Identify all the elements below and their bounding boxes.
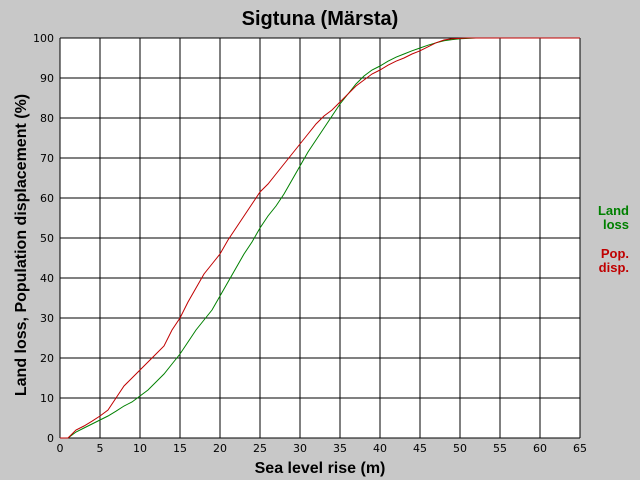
y-tick-label: 10: [40, 392, 54, 405]
x-tick-label: 55: [493, 442, 507, 455]
y-tick-label: 0: [47, 432, 54, 445]
x-tick-label: 45: [413, 442, 427, 455]
legend-land-loss-line2: loss: [603, 217, 629, 232]
x-tick-label: 20: [213, 442, 227, 455]
chart-title: Sigtuna (Märsta): [242, 8, 399, 30]
x-tick-label: 30: [293, 442, 307, 455]
x-tick-label: 5: [97, 442, 104, 455]
y-tick-label: 40: [40, 272, 54, 285]
x-tick-label: 15: [173, 442, 187, 455]
legend-pop-disp-line2: disp.: [599, 260, 629, 275]
y-tick-label: 20: [40, 352, 54, 365]
x-tick-label: 25: [253, 442, 267, 455]
legend-land-loss-line1: Land: [598, 203, 629, 218]
y-tick-label: 70: [40, 152, 54, 165]
y-tick-label: 60: [40, 192, 54, 205]
grid: [59, 37, 581, 439]
population-displacement-line: [60, 37, 580, 439]
tick-labels: 0 5 10 15 20 25 30 35 40 45 50 55 60 65 0 10 20 30 40 50 60 7…: [33, 32, 587, 455]
series-layer: [60, 37, 580, 439]
y-tick-label: 30: [40, 312, 54, 325]
x-tick-label: 60: [533, 442, 547, 455]
y-tick-label: 50: [40, 232, 54, 245]
x-tick-label: 0: [57, 442, 64, 455]
x-tick-label: 35: [333, 442, 347, 455]
x-tick-label: 40: [373, 442, 387, 455]
y-tick-label: 100: [33, 32, 54, 45]
legend-pop-disp-line1: Pop.: [601, 246, 629, 261]
legend: Land loss Pop. disp.: [598, 203, 629, 275]
x-tick-label: 10: [133, 442, 147, 455]
x-tick-label: 50: [453, 442, 467, 455]
y-tick-label: 80: [40, 112, 54, 125]
y-axis-label: Land loss, Population displacement (%): [13, 94, 30, 396]
x-tick-label: 65: [573, 442, 587, 455]
y-tick-label: 90: [40, 72, 54, 85]
x-axis-label: Sea level rise (m): [255, 460, 386, 477]
